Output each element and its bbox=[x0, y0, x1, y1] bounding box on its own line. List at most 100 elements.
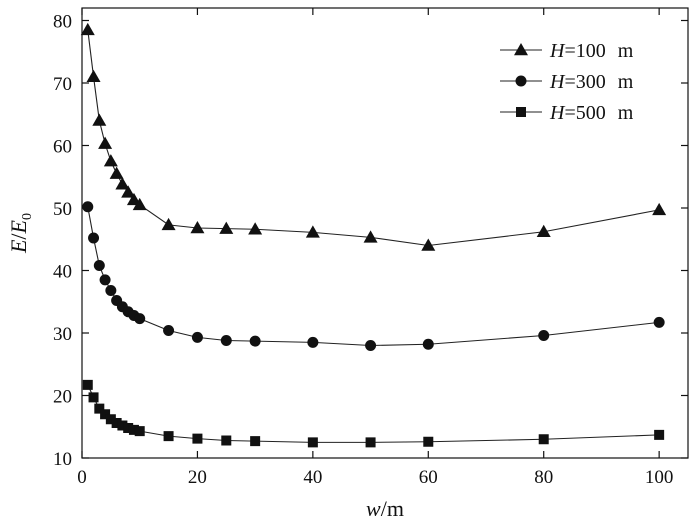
legend-item: H=300 m bbox=[500, 71, 634, 93]
plot-frame bbox=[81, 7, 689, 459]
data-point bbox=[365, 340, 377, 351]
y-tick-label: 80 bbox=[53, 12, 72, 33]
data-point bbox=[220, 335, 232, 346]
x-tick-label: 60 bbox=[419, 467, 438, 488]
x-axis-unit: m bbox=[387, 496, 404, 521]
data-point bbox=[80, 22, 95, 36]
x-axis-label: w/m bbox=[366, 496, 404, 521]
data-point bbox=[88, 392, 99, 403]
x-axis-ticks: 0 20 40 60 80 100 bbox=[77, 8, 673, 488]
data-point bbox=[363, 230, 378, 243]
y-axis-label: E/E0 bbox=[6, 213, 35, 254]
legend-item: H=100 m bbox=[500, 40, 634, 62]
data-point bbox=[365, 437, 376, 448]
data-point bbox=[421, 238, 436, 251]
x-tick-label: 100 bbox=[645, 467, 674, 488]
data-point bbox=[191, 331, 203, 343]
plot-border bbox=[81, 7, 689, 459]
series-circle bbox=[82, 201, 665, 351]
data-point bbox=[94, 403, 105, 414]
y-axis-sep: / bbox=[6, 233, 31, 240]
legend-marker bbox=[515, 75, 527, 87]
y-tick-label: 50 bbox=[53, 199, 72, 220]
legend-item: H=500 m bbox=[500, 102, 634, 124]
data-point bbox=[190, 221, 205, 234]
legend-unit: m bbox=[618, 102, 634, 124]
data-point bbox=[248, 222, 263, 235]
data-point bbox=[109, 166, 124, 179]
data-point bbox=[93, 260, 105, 271]
data-point bbox=[105, 414, 116, 425]
x-tick-label: 80 bbox=[534, 467, 553, 488]
legend-label: H=300 m bbox=[549, 71, 634, 93]
data-point bbox=[249, 335, 261, 347]
y-tick-label: 40 bbox=[53, 262, 72, 283]
data-point bbox=[121, 185, 136, 198]
legend-var: H bbox=[549, 40, 566, 62]
y-tick-label: 70 bbox=[53, 74, 72, 95]
data-point bbox=[117, 420, 128, 431]
data-point bbox=[653, 316, 665, 328]
data-point bbox=[134, 426, 145, 437]
data-point bbox=[422, 338, 434, 350]
data-point bbox=[88, 232, 100, 244]
legend-marker bbox=[514, 43, 528, 56]
x-axis-sep: / bbox=[381, 496, 388, 521]
x-tick-label: 40 bbox=[303, 467, 322, 488]
data-point bbox=[652, 202, 667, 216]
data-point bbox=[99, 274, 111, 286]
legend-var: H bbox=[549, 71, 566, 93]
series-layer bbox=[80, 22, 667, 448]
data-point bbox=[654, 429, 665, 440]
data-point bbox=[538, 434, 549, 445]
data-point bbox=[219, 221, 234, 234]
y-axis-den-sub: 0 bbox=[20, 213, 35, 220]
legend-label: H=500 m bbox=[549, 102, 634, 124]
legend-eq: = bbox=[564, 102, 575, 124]
legend-value: 100 bbox=[576, 40, 606, 62]
y-axis-num: E bbox=[6, 239, 31, 254]
series-square bbox=[82, 379, 665, 448]
data-point bbox=[307, 437, 318, 448]
legend-var: H bbox=[549, 102, 566, 124]
data-point bbox=[163, 325, 175, 336]
y-axis-den: E bbox=[6, 219, 31, 234]
legend-label: H=100 m bbox=[549, 40, 634, 62]
y-tick-label: 30 bbox=[53, 324, 72, 345]
legend-marker bbox=[516, 107, 526, 117]
data-point bbox=[163, 431, 174, 442]
x-axis-var: w bbox=[366, 496, 381, 521]
data-point bbox=[82, 201, 94, 213]
series-triangle bbox=[80, 22, 667, 251]
data-point bbox=[115, 177, 130, 190]
data-point bbox=[100, 409, 111, 420]
x-tick-label: 20 bbox=[188, 467, 207, 488]
data-point bbox=[86, 69, 101, 82]
data-point bbox=[123, 423, 134, 433]
data-point bbox=[132, 197, 147, 211]
data-point bbox=[103, 154, 118, 167]
data-point bbox=[307, 336, 319, 348]
legend-value: 500 bbox=[576, 102, 606, 124]
data-point bbox=[161, 217, 176, 231]
data-point bbox=[221, 435, 232, 446]
legend-eq: = bbox=[564, 40, 575, 62]
y-tick-label: 10 bbox=[53, 449, 72, 470]
legend-unit: m bbox=[618, 71, 634, 93]
y-axis-ticks: 10 20 30 40 50 60 70 80 bbox=[53, 12, 688, 470]
data-point bbox=[305, 225, 320, 238]
legend: H=100 mH=300 mH=500 m bbox=[500, 40, 634, 124]
data-point bbox=[538, 330, 550, 341]
data-point bbox=[250, 436, 261, 447]
x-tick-label: 0 bbox=[77, 467, 87, 488]
y-tick-label: 20 bbox=[53, 387, 72, 408]
data-point bbox=[134, 313, 146, 325]
data-point bbox=[105, 285, 117, 296]
data-point bbox=[192, 433, 203, 444]
data-point bbox=[111, 418, 122, 428]
data-point bbox=[423, 436, 434, 447]
y-tick-label: 60 bbox=[53, 137, 72, 158]
data-point bbox=[536, 224, 551, 237]
legend-eq: = bbox=[564, 71, 575, 93]
